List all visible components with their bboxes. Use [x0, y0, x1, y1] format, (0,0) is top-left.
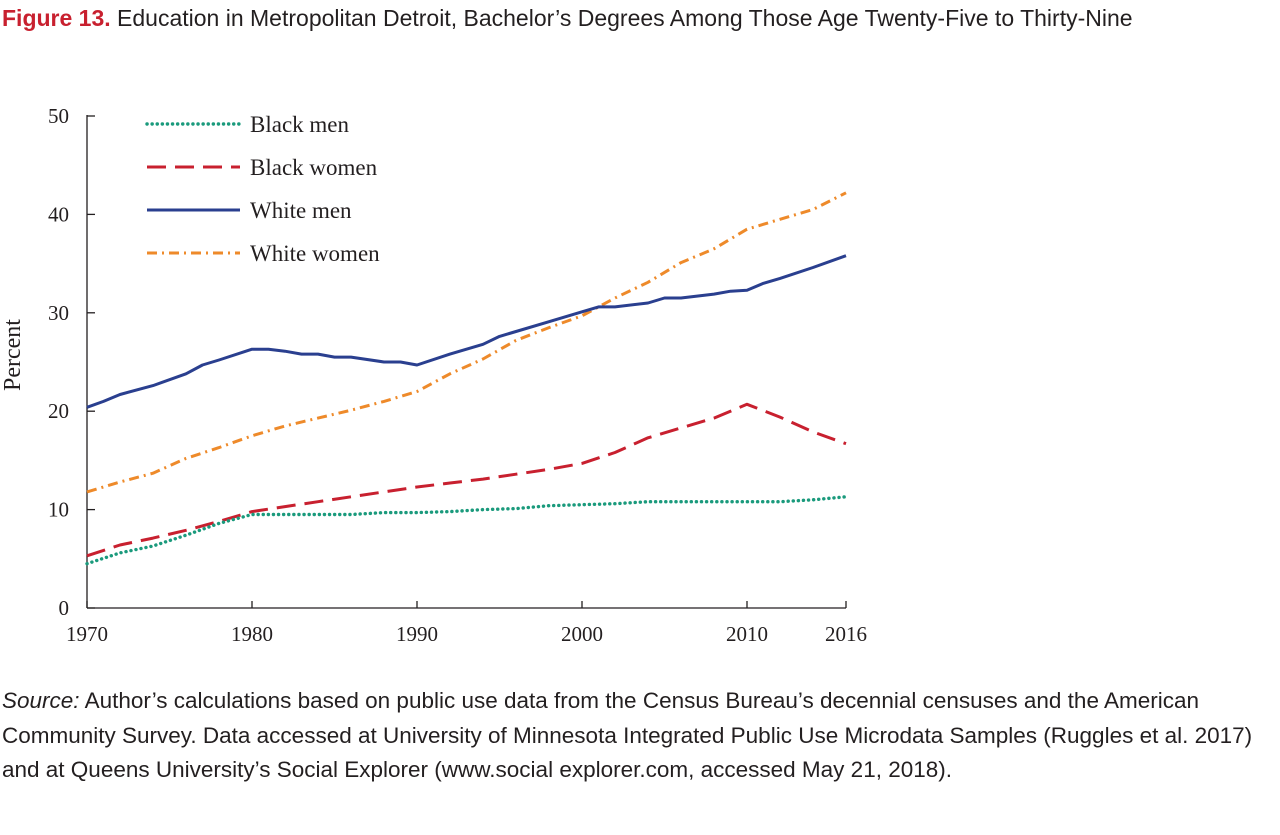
legend-label: Black men [250, 112, 349, 137]
y-tick-label: 0 [59, 596, 70, 620]
series-line-white-men [86, 254, 847, 409]
y-tick-label: 50 [48, 104, 69, 128]
legend-label: White women [250, 241, 380, 266]
y-tick-label: 30 [48, 301, 69, 325]
x-tick-label: 1990 [396, 622, 438, 646]
source-label: Source: [2, 688, 80, 713]
y-tick-label: 10 [48, 498, 69, 522]
chart-axes: 0 10 20 30 40 50 1970 1980 1990 2000 2010 2016 [48, 104, 867, 646]
x-tick-label: 2016 [825, 622, 867, 646]
line-chart: 0 10 20 30 40 50 1970 1980 1990 2000 2010 2016 Blac… [0, 104, 867, 646]
legend-label: Black women [250, 155, 378, 180]
chart-series [85, 191, 848, 566]
y-tick-label: 20 [48, 399, 69, 423]
y-axis-label: Percent [0, 319, 26, 391]
source-text: Author’s calculations based on public us… [2, 688, 1253, 782]
source-note: Source: Author’s calculations based on p… [2, 684, 1278, 788]
x-tick-label: 1970 [66, 622, 108, 646]
y-tick-label: 40 [48, 202, 69, 226]
figure-title-block: Figure 13. Education in Metropolitan Det… [2, 0, 1262, 37]
chart-legend: Black men Black women White men White women [145, 112, 380, 266]
x-tick-label: 2000 [561, 622, 603, 646]
series-line-black-women [86, 402, 847, 558]
x-tick-label: 2010 [726, 622, 768, 646]
x-tick-label: 1980 [231, 622, 273, 646]
legend-label: White men [250, 198, 352, 223]
figure-label: Figure 13. [2, 5, 111, 31]
series-line-white-women [86, 191, 847, 494]
figure-title: Education in Metropolitan Detroit, Bache… [117, 5, 1133, 31]
series-line-black-men [85, 495, 848, 566]
